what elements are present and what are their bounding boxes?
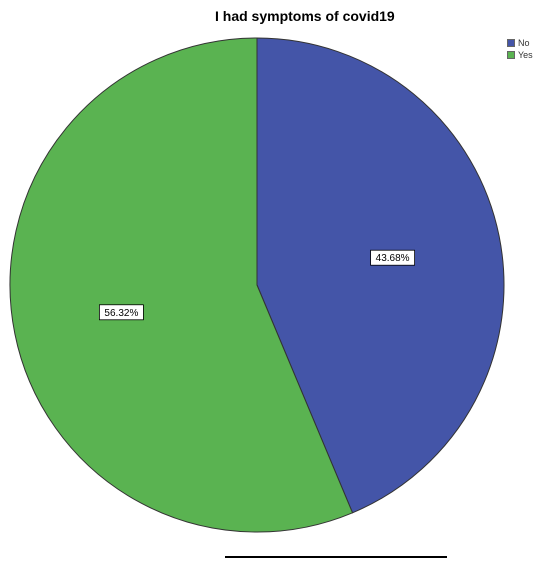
legend-label-yes: Yes: [518, 50, 533, 60]
legend-swatch-yes: [507, 51, 515, 59]
legend-item-no: No: [507, 37, 533, 49]
pie-slice-yes: [9, 37, 354, 533]
chart-legend: No Yes: [507, 37, 533, 61]
svg-text:56.32%: 56.32%: [104, 308, 138, 319]
data-label-yes: 56.32%: [98, 304, 144, 321]
bottom-rule: [225, 556, 447, 558]
legend-swatch-no: [507, 39, 515, 47]
data-label-no: 43.68%: [370, 249, 416, 266]
legend-item-yes: Yes: [507, 49, 533, 61]
pie-slice-no: [256, 37, 505, 514]
chart-title: I had symptoms of covid19: [215, 8, 395, 24]
legend-label-no: No: [518, 38, 530, 48]
svg-text:43.68%: 43.68%: [376, 253, 410, 264]
